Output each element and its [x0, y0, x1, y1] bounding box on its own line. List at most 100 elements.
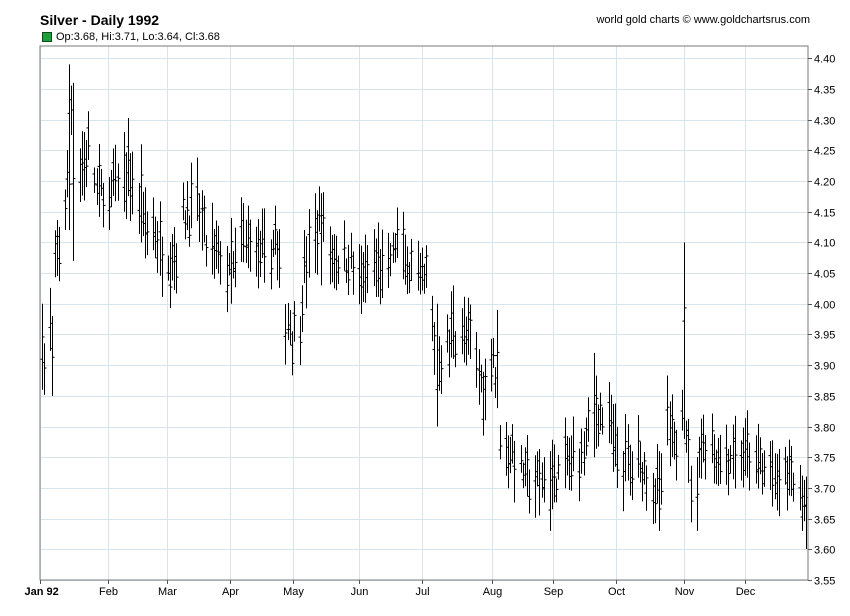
ohlc-bar — [202, 195, 207, 243]
ohlc-bar — [791, 472, 796, 502]
ohlc-bar — [567, 437, 572, 491]
y-tick-label: 3.65 — [814, 515, 835, 527]
x-tick-label: Feb — [99, 586, 118, 598]
ohlc-bar — [758, 437, 763, 475]
y-tick-label: 4.25 — [814, 146, 835, 158]
ohlc-bar — [432, 322, 437, 375]
ohlc-bar — [391, 232, 396, 263]
ohlc-bar — [535, 451, 540, 487]
ohlc-bar — [495, 309, 500, 409]
ohlc-bar — [158, 201, 163, 276]
ohlc-bar — [185, 181, 190, 231]
ohlc-bar — [596, 404, 601, 447]
ohlc-bar — [556, 454, 561, 480]
ohlc-bar — [519, 444, 524, 473]
ohlc-bar — [481, 371, 486, 436]
ohlc-bar — [78, 148, 83, 202]
ohlc-bar — [726, 448, 731, 496]
ohlc-bar — [328, 226, 333, 285]
ohlc-bar — [229, 217, 234, 304]
ohlc-bar — [187, 215, 192, 247]
ohlc-bar — [537, 448, 542, 516]
ohlc-bar — [82, 132, 87, 201]
y-tick-label: 4.05 — [814, 269, 835, 281]
ohlc-bar — [579, 428, 584, 474]
y-tick-label: 3.60 — [814, 545, 835, 557]
ohlc-bar — [99, 168, 104, 197]
ohlc-bar — [540, 462, 545, 498]
y-tick-label: 4.35 — [814, 85, 835, 97]
ohlc-bar — [376, 222, 381, 297]
ohlc-bar — [233, 227, 238, 288]
y-tick-label: 4.30 — [814, 116, 835, 128]
ohlc-bar — [256, 219, 261, 289]
ohlc-bar — [168, 241, 173, 308]
ohlc-bar — [248, 219, 253, 272]
ohlc-bar — [468, 304, 473, 360]
ohlc-bar — [716, 437, 721, 486]
ohlc-bar — [689, 465, 694, 523]
ohlc-bar — [527, 469, 532, 514]
ohlc-bar — [405, 246, 410, 295]
ohlc-bar — [283, 304, 288, 365]
chart-title: Silver - Daily 1992 — [40, 12, 160, 28]
ohlc-bar — [789, 445, 794, 497]
ohlc-bar — [449, 291, 454, 358]
ohlc-bar — [273, 205, 278, 255]
ohlc-bar — [626, 424, 631, 481]
ohlc-bar — [65, 150, 70, 198]
ohlc-bar — [172, 227, 177, 291]
x-tick-label: Jun — [351, 586, 369, 598]
ohlc-bar — [665, 375, 670, 446]
ohlc-bar — [548, 451, 553, 531]
ohlc-bar — [86, 111, 91, 161]
ohlc-bar — [445, 314, 450, 353]
ohlc-bar — [225, 245, 230, 313]
ohlc-bar — [137, 182, 142, 234]
ohlc-bar — [84, 139, 89, 188]
ohlc-bar — [718, 434, 723, 484]
ohlc-bar — [307, 209, 312, 278]
x-tick-label: Oct — [608, 586, 625, 598]
ohlc-bar — [145, 211, 150, 256]
ohlc-bar — [695, 457, 700, 531]
ohlc-bar — [724, 424, 729, 485]
ohlc-bar — [50, 316, 55, 396]
x-tick-label: Dec — [736, 586, 756, 598]
ohlc-bar — [69, 85, 74, 135]
y-tick-label: 4.20 — [814, 177, 835, 189]
ohlc-bar — [109, 169, 114, 207]
ohlc-bar — [582, 431, 587, 476]
ohlc-bar — [728, 445, 733, 474]
ohlc-bar — [640, 461, 645, 502]
ohlc-bar — [684, 420, 689, 453]
ohlc-bar — [747, 442, 752, 491]
ohlc-bar — [437, 336, 442, 391]
price-bars — [40, 64, 809, 549]
ohlc-bar — [451, 285, 456, 360]
ohlc-bar — [160, 236, 165, 297]
ohlc-bar — [346, 244, 351, 295]
ohlc-bar — [365, 245, 370, 294]
x-tick-label: Nov — [675, 586, 695, 598]
ohlc-bar — [374, 238, 379, 297]
ohlc-bar — [773, 453, 778, 500]
ohlc-bar — [239, 197, 244, 262]
ohlc-bar — [292, 301, 297, 342]
ohlc-bar — [644, 465, 649, 511]
ohlc-bar — [460, 308, 465, 355]
ohlc-bar — [447, 329, 452, 378]
ohlc-bar — [210, 202, 215, 275]
ohlc-bar — [317, 186, 322, 232]
ohlc-bar — [498, 424, 503, 460]
ohlc-bar — [298, 316, 303, 366]
ohlc-bar — [116, 163, 121, 201]
ohlc-bar — [92, 167, 97, 194]
ohlc-bar — [130, 151, 135, 215]
ohlc-bar — [71, 82, 76, 261]
ohlc-bar — [668, 401, 673, 467]
ohlc-bar — [768, 441, 773, 491]
source-credit: world gold charts © www.goldchartsrus.co… — [596, 14, 810, 26]
ohlc-bar — [565, 435, 570, 476]
